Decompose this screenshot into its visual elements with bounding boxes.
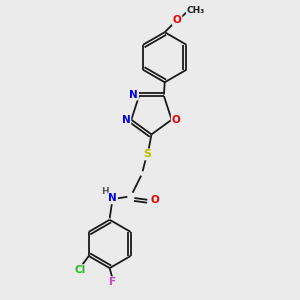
Text: S: S: [143, 149, 151, 159]
Text: H: H: [101, 187, 109, 196]
Text: F: F: [109, 277, 116, 287]
Text: Cl: Cl: [74, 265, 86, 275]
Text: CH₃: CH₃: [187, 6, 205, 15]
Text: O: O: [151, 195, 160, 205]
Text: N: N: [129, 90, 138, 100]
Text: O: O: [173, 15, 182, 25]
Text: O: O: [172, 115, 180, 125]
Text: N: N: [108, 193, 117, 203]
Text: N: N: [122, 115, 130, 125]
